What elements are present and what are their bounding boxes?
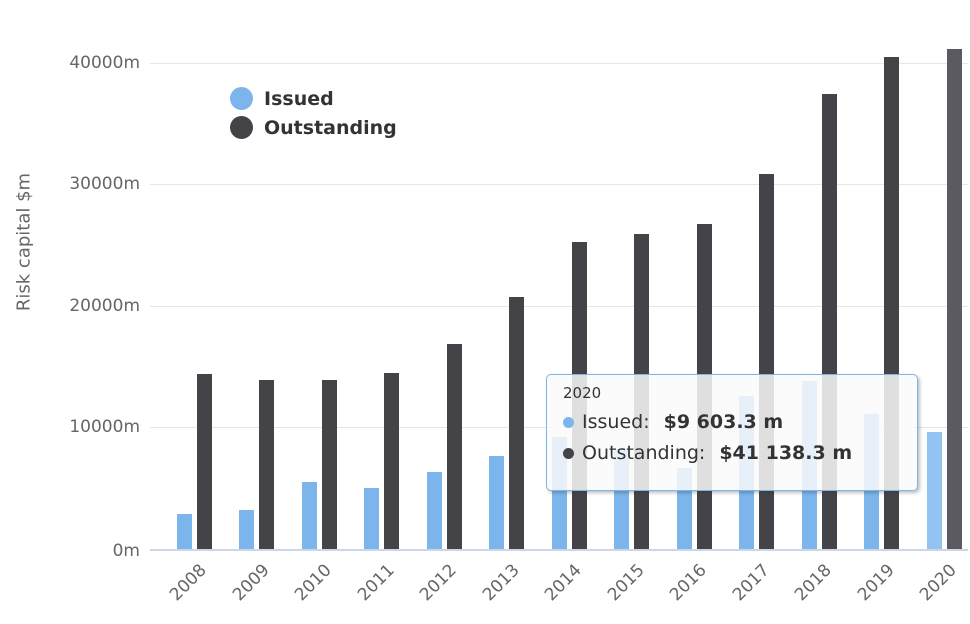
gridline-40000m [150, 62, 968, 64]
tooltip-outstanding-value: $41 138.3 m [719, 442, 853, 464]
bar-outstanding-2011[interactable] [384, 373, 399, 549]
bar-group-2012 [426, 344, 462, 549]
bar-outstanding-2012[interactable] [446, 344, 462, 549]
x-axis-label-2010: 2010 [290, 560, 336, 606]
legend-item-outstanding[interactable]: Outstanding [230, 113, 397, 142]
tooltip-header: 2020 [563, 384, 602, 402]
tooltip-row-issued: Issued: $9 603.3 m [563, 407, 901, 438]
x-axis-label-2016: 2016 [665, 560, 711, 606]
bar-issued-2012[interactable] [426, 472, 442, 549]
x-axis-label-2019: 2019 [853, 560, 899, 606]
outstanding-series-marker-icon [230, 116, 253, 139]
bar-issued-2009[interactable] [239, 510, 254, 549]
bar-outstanding-2008[interactable] [196, 374, 212, 549]
y-axis-label-40000m: 40000m [69, 52, 140, 73]
bar-group-2020 [926, 49, 962, 549]
bar-group-2010 [301, 380, 337, 549]
bar-issued-2020[interactable] [926, 432, 942, 549]
bar-issued-2008[interactable] [176, 514, 192, 549]
legend-item-issued[interactable]: Issued [230, 84, 397, 113]
bar-group-2013 [489, 297, 524, 549]
legend-label-issued: Issued [264, 87, 334, 110]
tooltip: 2020 Issued: $9 603.3 m Outstanding: $41… [546, 374, 918, 491]
bar-issued-2010[interactable] [301, 482, 317, 549]
x-axis-line [150, 549, 968, 551]
x-axis-label-2012: 2012 [415, 560, 461, 606]
issued-series-marker-icon [230, 87, 253, 110]
y-axis-label-20000m: 20000m [69, 295, 140, 316]
bar-outstanding-2020[interactable] [946, 49, 962, 549]
bar-outstanding-2017[interactable] [759, 174, 774, 549]
y-axis-title: Risk capital $m [13, 172, 35, 312]
y-axis-label-30000m: 30000m [69, 174, 140, 195]
bar-outstanding-2013[interactable] [509, 297, 524, 549]
x-axis-label-2008: 2008 [165, 560, 211, 606]
x-axis-label-2009: 2009 [228, 560, 274, 606]
x-axis-label-2013: 2013 [478, 560, 524, 606]
tooltip-row-outstanding: Outstanding: $41 138.3 m [563, 438, 901, 469]
bar-issued-2011[interactable] [364, 488, 379, 549]
bar-outstanding-2010[interactable] [321, 380, 337, 549]
outstanding-bullet-icon [563, 448, 574, 459]
x-axis-label-2017: 2017 [728, 560, 774, 606]
tooltip-issued-value: $9 603.3 m [663, 411, 784, 433]
bar-group-2011 [364, 373, 399, 549]
bar-issued-2013[interactable] [489, 456, 504, 549]
tooltip-outstanding-label: Outstanding: [582, 442, 706, 464]
x-axis-label-2018: 2018 [790, 560, 836, 606]
issued-bullet-icon [563, 417, 574, 428]
tooltip-issued-label: Issued: [582, 411, 650, 433]
bar-outstanding-2009[interactable] [259, 380, 274, 549]
legend-label-outstanding: Outstanding [264, 116, 397, 139]
bar-group-2017 [739, 174, 774, 549]
y-axis-label-0m: 0m [112, 541, 140, 561]
x-axis-label-2014: 2014 [540, 560, 586, 606]
x-axis-label-2020: 2020 [915, 560, 961, 606]
gridline-20000m [150, 305, 968, 307]
bar-group-2008 [176, 374, 212, 549]
x-axis-label-2015: 2015 [603, 560, 649, 606]
legend: Issued Outstanding [230, 84, 397, 142]
gridline-30000m [150, 184, 968, 186]
y-axis-label-10000m: 10000m [69, 417, 140, 438]
bar-group-2009 [239, 380, 274, 549]
x-axis-label-2011: 2011 [353, 560, 399, 606]
